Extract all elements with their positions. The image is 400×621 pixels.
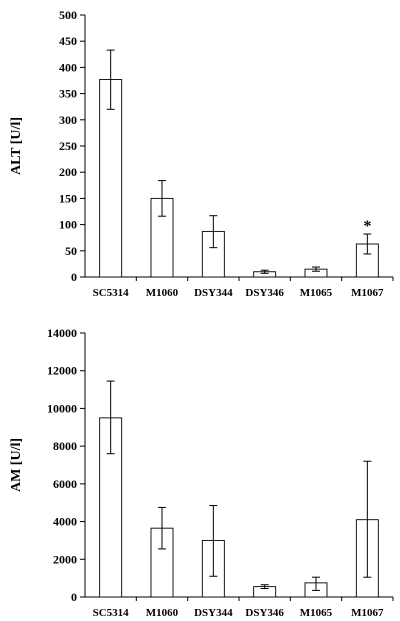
alt-category-label: M1067 [351,287,384,299]
am-y-tick-label: 12000 [47,364,77,378]
alt-y-tick-label: 450 [59,34,77,48]
alt-y-axis-label: ALT [U/l] [9,117,24,175]
am-y-tick-label: 10000 [47,401,77,415]
am-category-label: M1065 [300,607,333,619]
am-y-tick-label: 6000 [53,477,77,491]
am-category-label: M1060 [146,607,179,619]
alt-bar-chart: 0 50 100 150 200 250 300 350 400 450 500 ALT [U/l] S… [9,8,394,299]
am-y-tick-label: 4000 [53,515,77,529]
alt-y-tick-label: 250 [59,139,77,153]
alt-category-label: M1060 [146,287,179,299]
alt-category-label: SC5314 [93,287,130,299]
alt-y-tick-label: 400 [59,60,77,74]
alt-y-tick-label: 500 [59,8,77,22]
alt-significance-marker: * [363,218,371,235]
am-bar-chart: 0 2000 4000 6000 8000 10000 12000 14000 AM [U/l]… [9,326,394,619]
am-y-tick-label: 8000 [53,439,77,453]
am-category-label: M1067 [351,607,384,619]
alt-category-label: DSY344 [194,287,233,299]
alt-category-label: M1065 [300,287,333,299]
alt-y-tick-label: 150 [59,191,77,205]
alt-y-tick-label: 100 [59,218,77,232]
alt-category-label: DSY346 [245,287,284,299]
alt-y-tick-label: 0 [71,270,77,284]
am-y-axis-label: AM [U/l] [9,438,24,492]
am-y-tick-label: 2000 [53,552,77,566]
am-category-label: SC5314 [93,607,130,619]
am-y-tick-label: 14000 [47,326,77,340]
am-category-label: DSY346 [245,607,284,619]
alt-y-tick-label: 50 [65,244,77,258]
alt-y-tick-label: 200 [59,165,77,179]
am-category-label: DSY344 [194,607,233,619]
alt-y-tick-label: 350 [59,87,77,101]
alt-y-tick-label: 300 [59,113,77,127]
am-y-tick-label: 0 [71,590,77,604]
